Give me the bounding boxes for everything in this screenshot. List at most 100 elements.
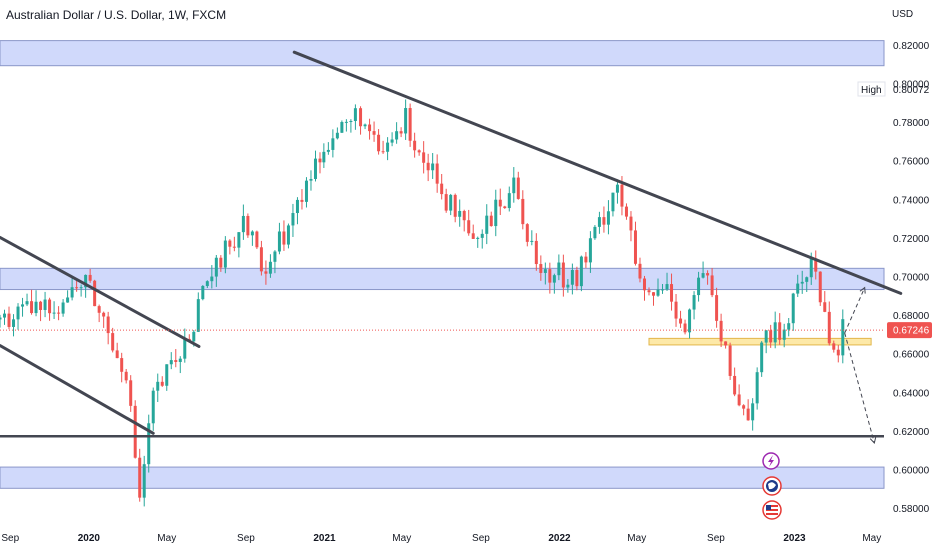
candle[interactable] <box>52 312 56 314</box>
candle[interactable] <box>48 299 52 314</box>
candle[interactable] <box>138 457 142 498</box>
candle[interactable] <box>525 224 529 242</box>
candle[interactable] <box>66 297 70 303</box>
candle[interactable] <box>349 121 353 123</box>
candle[interactable] <box>390 139 394 143</box>
candle[interactable] <box>214 257 218 277</box>
candle[interactable] <box>386 142 390 152</box>
candle[interactable] <box>746 408 750 421</box>
candle[interactable] <box>440 183 444 195</box>
candle[interactable] <box>277 231 281 252</box>
candle[interactable] <box>611 192 615 212</box>
candle[interactable] <box>286 225 290 245</box>
candle[interactable] <box>61 302 65 314</box>
candle[interactable] <box>111 333 115 351</box>
candle[interactable] <box>480 233 484 238</box>
candle[interactable] <box>435 163 439 184</box>
candle[interactable] <box>719 320 723 342</box>
candles-layer[interactable] <box>0 99 845 507</box>
candle[interactable] <box>606 211 610 225</box>
candle[interactable] <box>259 247 263 272</box>
candle[interactable] <box>399 131 403 134</box>
candle[interactable] <box>160 381 164 386</box>
candle[interactable] <box>57 312 61 314</box>
candle[interactable] <box>778 322 782 340</box>
lightning-icon[interactable] <box>762 452 780 470</box>
candle[interactable] <box>205 281 209 286</box>
candle[interactable] <box>75 287 79 289</box>
candle[interactable] <box>791 293 795 324</box>
candle[interactable] <box>570 270 574 285</box>
candle[interactable] <box>683 323 687 333</box>
candle[interactable] <box>344 121 348 123</box>
candle[interactable] <box>787 323 791 330</box>
candle[interactable] <box>552 275 556 283</box>
candle[interactable] <box>516 177 520 199</box>
candle[interactable] <box>814 258 818 272</box>
candle[interactable] <box>832 343 836 350</box>
candle[interactable] <box>503 206 507 209</box>
candle[interactable] <box>273 251 277 262</box>
candle[interactable] <box>715 295 719 321</box>
candle[interactable] <box>363 124 367 127</box>
candle[interactable] <box>0 317 2 320</box>
candle[interactable] <box>210 276 214 282</box>
candle[interactable] <box>688 309 692 333</box>
candle[interactable] <box>548 269 552 283</box>
candle[interactable] <box>796 283 800 294</box>
candle[interactable] <box>773 322 777 343</box>
candle[interactable] <box>733 375 737 395</box>
candle[interactable] <box>377 134 381 152</box>
candle[interactable] <box>543 269 547 273</box>
candle[interactable] <box>656 289 660 296</box>
candle[interactable] <box>21 304 25 307</box>
candle[interactable] <box>417 150 421 153</box>
candle[interactable] <box>322 151 326 163</box>
candle[interactable] <box>93 280 97 307</box>
candle[interactable] <box>539 264 543 273</box>
candle[interactable] <box>422 152 426 163</box>
candle[interactable] <box>372 131 376 135</box>
candle[interactable] <box>498 199 502 207</box>
time-axis[interactable]: Sep 2020 May Sep 2021 May Sep 2022 May Sep 2023 May <box>1 533 881 544</box>
candle[interactable] <box>823 302 827 312</box>
candle[interactable] <box>755 372 759 404</box>
candle[interactable] <box>652 292 656 296</box>
candle[interactable] <box>597 217 601 227</box>
candle[interactable] <box>841 319 845 356</box>
candle[interactable] <box>223 240 227 268</box>
candle[interactable] <box>291 213 295 226</box>
candle[interactable] <box>408 108 412 141</box>
candle[interactable] <box>340 122 344 133</box>
candle[interactable] <box>476 237 480 239</box>
candle[interactable] <box>530 240 534 242</box>
candle[interactable] <box>201 285 205 300</box>
candle[interactable] <box>97 306 101 313</box>
candle[interactable] <box>620 184 624 207</box>
candle[interactable] <box>805 277 809 282</box>
candle[interactable] <box>241 215 245 233</box>
candle[interactable] <box>304 180 308 202</box>
candle[interactable] <box>404 108 408 134</box>
candle[interactable] <box>827 311 831 344</box>
candle[interactable] <box>169 360 173 365</box>
candle[interactable] <box>737 394 741 406</box>
candle[interactable] <box>129 380 133 406</box>
candle[interactable] <box>3 313 7 318</box>
candle[interactable] <box>458 210 462 217</box>
candle[interactable] <box>124 371 128 381</box>
candle[interactable] <box>359 108 363 127</box>
candle[interactable] <box>88 274 92 281</box>
candle[interactable] <box>335 132 339 139</box>
candle[interactable] <box>800 281 804 284</box>
candle[interactable] <box>309 178 313 181</box>
candle[interactable] <box>602 217 606 225</box>
candle[interactable] <box>462 210 466 221</box>
candle[interactable] <box>751 403 755 421</box>
candle[interactable] <box>192 331 196 342</box>
candle[interactable] <box>818 271 822 303</box>
candle[interactable] <box>588 238 592 263</box>
candle[interactable] <box>318 158 322 163</box>
candle[interactable] <box>467 220 471 234</box>
candle[interactable] <box>264 271 268 274</box>
